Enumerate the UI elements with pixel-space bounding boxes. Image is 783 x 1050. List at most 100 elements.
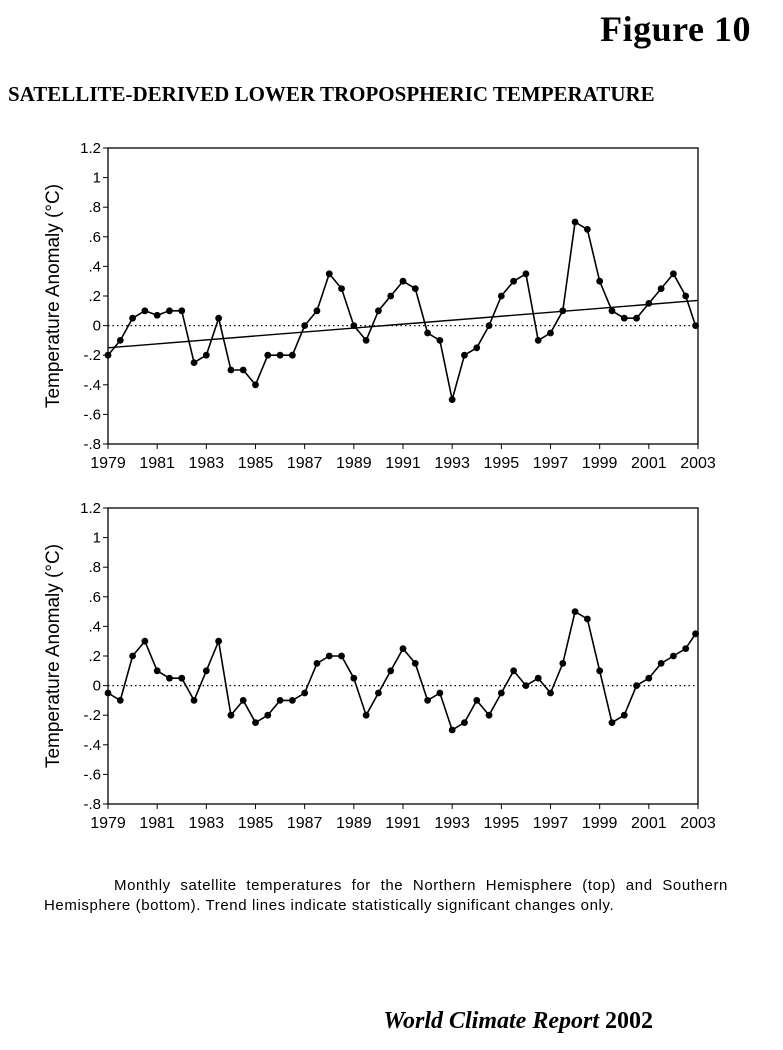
nh-data-point (424, 329, 431, 337)
nh-data-point (178, 307, 186, 315)
nh-data-point (522, 270, 530, 278)
sh-data-point (645, 674, 653, 682)
footer-publication: World Climate Report (383, 1008, 599, 1034)
sh-data-point (620, 711, 628, 719)
sh-x-tick-label: 1981 (139, 815, 175, 832)
nh-x-tick-label: 1997 (533, 455, 569, 472)
sh-data-point (436, 689, 444, 697)
sh-data-point (301, 689, 309, 697)
nh-data-point (448, 396, 456, 403)
nh-x-tick-label: 1983 (189, 455, 225, 472)
figure-label: Figure 10 (600, 9, 751, 49)
nh-data-point (362, 337, 370, 344)
sh-data-point (682, 645, 690, 652)
sh-y-tick-label: -.4 (83, 737, 101, 754)
sh-data-point (338, 652, 345, 660)
sh-data-point (375, 689, 382, 697)
sh-x-tick-label: 1999 (582, 815, 618, 832)
nh-y-axis-label: Temperature Anomaly (°C) (43, 184, 64, 408)
sh-y-tick-label: -.6 (83, 766, 101, 783)
sh-x-tick-label: 1989 (336, 815, 372, 832)
page-title: SATELLITE-DERIVED LOWER TROPOSPHERIC TEM… (8, 82, 655, 106)
sh-x-tick-label: 1979 (90, 815, 126, 832)
nh-data-point (571, 218, 579, 226)
sh-x-tick-label: 1985 (238, 815, 274, 832)
sh-data-point (239, 697, 247, 704)
nh-data-point (547, 329, 554, 337)
nh-y-tick-label: .2 (88, 288, 101, 305)
nh-data-point (301, 322, 309, 329)
sh-data-point (559, 660, 567, 667)
sh-data-point (448, 726, 456, 734)
nh-data-point (608, 307, 616, 315)
nh-data-point (682, 292, 690, 300)
sh-data-point (534, 674, 542, 682)
sh-y-tick-label: 1.2 (80, 500, 101, 517)
nh-x-tick-label: 1993 (434, 455, 470, 472)
sh-data-point (264, 711, 272, 719)
sh-data-point (116, 697, 124, 704)
sh-data-point (153, 667, 161, 675)
sh-data-point (473, 697, 481, 704)
nh-x-tick-label: 1989 (336, 455, 372, 472)
chart-southern-hemisphere: -.8 -.6 -.4 -.2 0 .2 .4 .6 .8 1 1.2 1979 1981 1983 198… (43, 500, 716, 832)
sh-data-point (583, 615, 591, 623)
nh-data-point (485, 322, 493, 329)
nh-x-tick-label: 2003 (680, 455, 716, 472)
nh-data-point (510, 277, 518, 285)
nh-y-tick-label: -.8 (83, 436, 101, 453)
nh-data-point (166, 307, 173, 315)
nh-data-point (375, 307, 382, 315)
sh-y-tick-label: .6 (88, 589, 101, 606)
sh-data-point (104, 689, 112, 697)
sh-data-point (215, 637, 223, 645)
nh-y-tick-label: 0 (93, 318, 101, 335)
nh-y-tick-label: -.4 (83, 377, 101, 394)
footer-year: 2002 (605, 1008, 653, 1034)
nh-data-point (313, 307, 321, 315)
sh-data-point (547, 689, 554, 697)
sh-x-tick-label: 1991 (385, 815, 421, 832)
sh-data-point (510, 667, 518, 675)
sh-data-point (325, 652, 333, 660)
sh-data-point (166, 674, 173, 682)
nh-data-point (338, 285, 345, 292)
sh-series-line (107, 610, 697, 731)
nh-data-point (288, 351, 296, 359)
sh-data-point (350, 674, 358, 682)
nh-data-point (692, 322, 699, 329)
nh-data-point (657, 285, 665, 292)
sh-data-point (387, 667, 395, 675)
nh-data-point (202, 351, 210, 359)
nh-y-tick-label: -.2 (83, 347, 101, 364)
sh-x-tick-label: 1995 (484, 815, 520, 832)
nh-y-tick-label: .6 (88, 229, 101, 246)
sh-y-tick-label: 1 (93, 530, 101, 547)
nh-x-tick-label: 1987 (287, 455, 323, 472)
sh-data-point (657, 660, 665, 667)
nh-data-point (399, 277, 407, 285)
nh-x-tick-label: 1981 (139, 455, 175, 472)
sh-y-tick-label: .4 (88, 618, 101, 635)
nh-data-point (387, 292, 395, 300)
nh-data-point (534, 337, 542, 344)
sh-x-tick-label: 2001 (631, 815, 667, 832)
nh-x-tick-label: 1995 (484, 455, 520, 472)
sh-x-tick-label: 1997 (533, 815, 569, 832)
nh-x-tick-label: 1999 (582, 455, 618, 472)
nh-x-tick-label: 2001 (631, 455, 667, 472)
nh-data-point (350, 322, 358, 329)
sh-x-tick-label: 2003 (680, 815, 716, 832)
nh-data-point (411, 285, 419, 292)
nh-data-point (190, 359, 198, 366)
sh-y-tick-label: .8 (88, 559, 101, 576)
nh-y-tick-label: .8 (88, 199, 101, 216)
sh-data-point (670, 652, 677, 660)
sh-data-point (571, 608, 579, 615)
nh-data-point (596, 277, 604, 285)
sh-data-point (411, 660, 419, 667)
sh-data-point (692, 630, 699, 638)
sh-x-tick-label: 1987 (287, 815, 323, 832)
nh-data-point (116, 337, 124, 344)
nh-data-point (645, 300, 653, 307)
